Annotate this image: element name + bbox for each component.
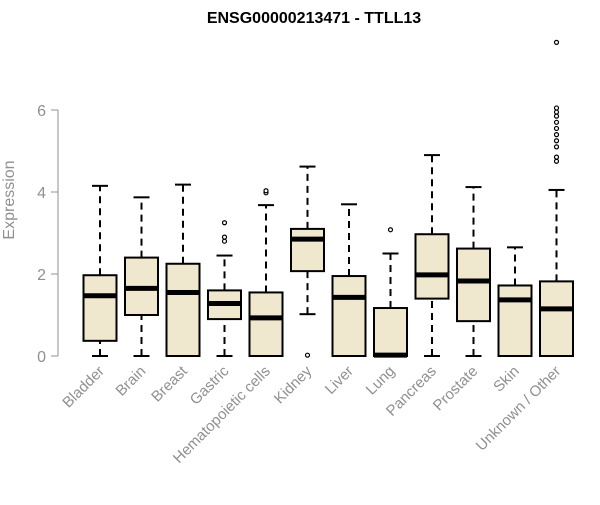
outlier-point <box>553 154 560 160</box>
box-skin <box>497 246 533 358</box>
outlier-point <box>304 352 311 358</box>
x-category-label: Breast <box>148 362 191 405</box>
y-axis-label: Expression <box>1 160 18 239</box>
x-category-label: Skin <box>490 363 523 396</box>
box-kidney <box>290 165 325 358</box>
outlier-point <box>553 144 560 150</box>
iqr-box <box>414 233 450 300</box>
x-category-label: Kidney <box>271 362 316 407</box>
iqr-box <box>248 291 284 358</box>
box-series <box>82 39 574 358</box>
outlier-point <box>553 113 560 119</box>
y-tick-label: 0 <box>37 349 46 366</box>
y-tick-label: 4 <box>37 185 46 202</box>
iqr-box <box>373 307 408 357</box>
box-hematopoietic-cells <box>248 188 284 358</box>
outlier-point <box>221 238 228 244</box>
outlier-point <box>553 132 560 138</box>
outlier-point <box>553 105 560 111</box>
y-tick-label: 6 <box>37 103 46 120</box>
box-pancreas <box>414 154 450 357</box>
box-prostate <box>456 186 491 357</box>
outlier-point <box>553 109 560 115</box>
outlier-point <box>221 220 228 226</box>
iqr-box <box>82 274 118 342</box>
box-gastric <box>207 220 242 357</box>
iqr-box <box>497 284 533 358</box>
box-unknown-other <box>539 39 574 358</box>
y-tick-label: 2 <box>37 267 46 284</box>
outlier-point <box>387 227 394 233</box>
box-lung <box>373 227 408 358</box>
outlier-point <box>553 39 560 45</box>
outlier-point <box>553 138 560 144</box>
outlier-point <box>553 158 560 164</box>
iqr-box <box>539 280 574 358</box>
x-category-label: Bladder <box>59 363 108 412</box>
iqr-box <box>331 275 367 357</box>
x-category-label: Liver <box>322 363 357 398</box>
iqr-box <box>165 262 201 357</box>
box-bladder <box>82 184 118 357</box>
box-breast <box>165 183 201 357</box>
x-category-label: Brain <box>113 363 150 400</box>
outlier-point <box>553 125 560 132</box>
outlier-point <box>553 119 560 125</box>
iqr-box <box>290 227 325 273</box>
outlier-point <box>263 188 269 194</box>
x-category-label: Lung <box>363 363 399 399</box>
x-category-label: Prostate <box>430 363 482 415</box>
y-axis: 0 2 4 6 <box>37 103 59 366</box>
iqr-box <box>456 247 491 323</box>
chart-title: ENSG00000213471 - TTLL13 <box>207 10 421 27</box>
box-brain <box>124 196 159 357</box>
outlier-point <box>221 234 228 240</box>
box-liver <box>331 203 367 357</box>
